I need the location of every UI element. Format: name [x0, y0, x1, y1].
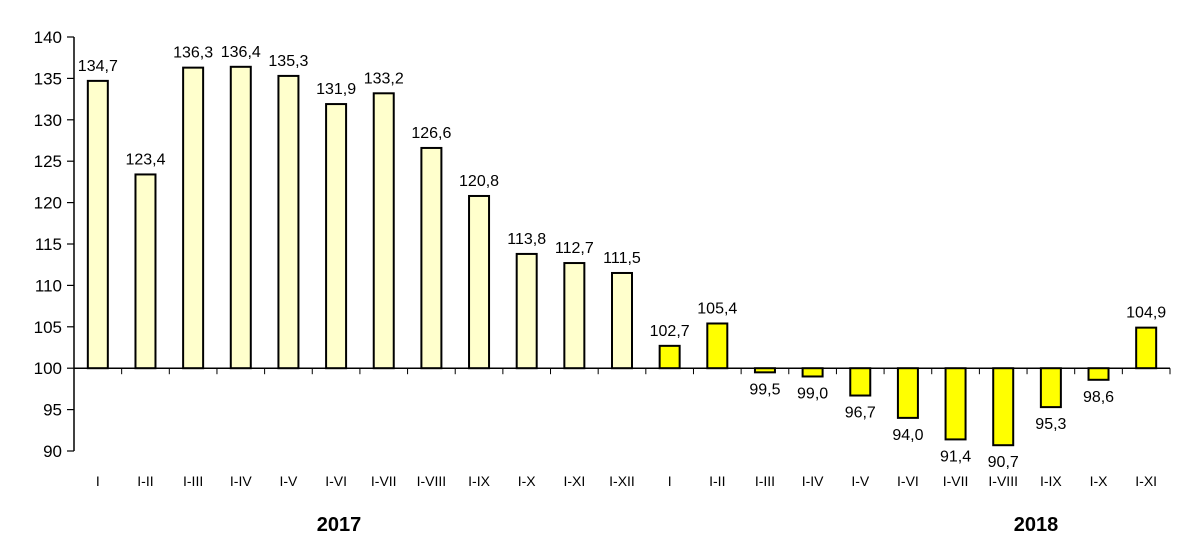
data-label: 104,9 [1126, 305, 1166, 322]
bar-2018-I-IX [1039, 367, 1062, 409]
y-tick-label: 90 [43, 442, 62, 461]
data-label: 98,6 [1083, 389, 1114, 406]
bar-2018-I-VI [896, 367, 919, 419]
data-label: 133,2 [364, 70, 404, 87]
bar-2017-I-VIII [420, 146, 443, 370]
y-tick-label: 130 [34, 111, 62, 130]
data-label: 95,3 [1035, 416, 1066, 433]
data-label: 113,8 [507, 231, 546, 248]
data-label: 99,0 [797, 385, 828, 402]
data-label: 136,4 [221, 44, 261, 61]
bar-2017-I-II [134, 173, 157, 370]
bar-2018-I-II [706, 322, 729, 370]
data-label: 91,4 [940, 448, 971, 465]
data-label: 136,3 [173, 45, 213, 62]
data-label: 126,6 [411, 125, 451, 142]
data-label: 111,5 [603, 250, 641, 267]
x-tick-label: I-V [279, 473, 298, 489]
bar-2017-I-VII [372, 92, 395, 370]
x-tick-label: I-XII [609, 473, 635, 489]
bar-2017-I-III [182, 66, 205, 370]
year-label-2017: 2017 [317, 514, 362, 536]
bar-2018-I [658, 344, 681, 370]
x-tick-label: I-XI [1135, 473, 1157, 489]
y-tick-label: 100 [34, 359, 62, 378]
x-tick-label: I-VII [943, 473, 969, 489]
bar-2017-I-XI [563, 262, 586, 370]
data-label: 102,7 [650, 323, 690, 340]
data-label: 94,0 [892, 427, 923, 444]
bar-2018-I-VII [944, 367, 967, 441]
x-tick-label: I-IX [468, 473, 490, 489]
bar-2017-I-X [515, 252, 538, 370]
bar-2018-I-V [849, 367, 872, 397]
bar-2018-I-VIII [992, 367, 1015, 447]
year-label-2018: 2018 [1014, 514, 1059, 536]
x-tick-label: I-III [183, 473, 203, 489]
data-label: 123,4 [125, 151, 165, 168]
bar-2017-I-IX [468, 194, 491, 370]
bar-2017-I-IV [229, 65, 252, 370]
x-tick-label: I-VIII [988, 473, 1018, 489]
y-tick-label: 105 [34, 318, 62, 337]
data-label: 131,9 [316, 81, 356, 98]
y-tick-label: 110 [35, 276, 62, 295]
y-tick-label: 135 [34, 69, 62, 88]
x-tick-label: I-X [1090, 473, 1109, 489]
x-tick-label: I-VIII [417, 473, 447, 489]
x-tick-label: I-V [851, 473, 870, 489]
x-tick-label: I-X [518, 473, 537, 489]
x-tick-label: I-II [137, 473, 153, 489]
x-tick-label: I-VI [325, 473, 347, 489]
y-tick-label: 115 [35, 235, 62, 254]
x-tick-label: I-IV [802, 473, 824, 489]
x-tick-label: I-III [755, 473, 775, 489]
bar-2018-I-X [1087, 367, 1110, 381]
bar-2018-I-XI [1135, 326, 1158, 370]
x-tick-label: I-II [709, 473, 725, 489]
x-tick-label: I-VII [371, 473, 397, 489]
bar-2017-I-V [277, 74, 300, 370]
y-tick-label: 120 [34, 194, 62, 213]
data-label: 134,7 [78, 58, 118, 75]
data-label: 99,5 [749, 381, 780, 398]
bar-2017-I-VI [325, 103, 348, 370]
y-tick-label: 95 [43, 401, 62, 420]
x-tick-label: I-IX [1040, 473, 1062, 489]
data-label: 120,8 [459, 173, 499, 190]
y-tick-label: 140 [34, 28, 62, 47]
data-label: 105,4 [697, 300, 737, 317]
bar-2017-I-XII [611, 271, 633, 370]
data-label: 112,7 [555, 240, 594, 257]
bar-2017-I [86, 79, 109, 370]
x-tick-label: I [668, 473, 672, 489]
x-tick-label: I-XI [563, 473, 585, 489]
x-tick-label: I-VI [897, 473, 919, 489]
x-tick-label: I [96, 473, 100, 489]
data-label: 90,7 [988, 454, 1019, 471]
data-label: 96,7 [845, 405, 876, 422]
data-label: 135,3 [268, 53, 308, 70]
bar-2018-I-IV [801, 367, 824, 378]
x-tick-label: I-IV [230, 473, 252, 489]
y-tick-label: 125 [34, 152, 62, 171]
